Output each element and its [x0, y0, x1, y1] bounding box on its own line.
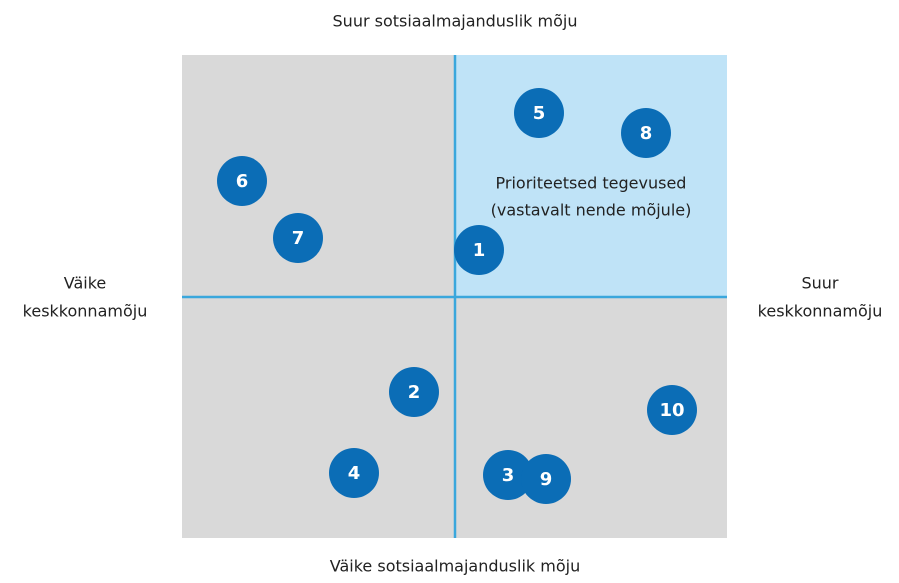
node-circle	[389, 367, 439, 417]
node-label: 5	[533, 103, 546, 124]
axis-label-left: keskkonnamõju	[23, 302, 148, 321]
axis-label-bottom: Väike sotsiaalmajanduslik mõju	[330, 557, 580, 576]
node-circle	[514, 88, 564, 138]
node-circle	[483, 450, 533, 500]
node-label: 9	[540, 469, 553, 490]
node-circle	[217, 156, 267, 206]
axis-label-left: Väike	[64, 274, 107, 293]
quadrant-label: Prioriteetsed tegevused	[496, 174, 687, 193]
nodes: 5 8 6 7 1 2 10 4 3 9	[217, 88, 697, 504]
node-circle	[273, 213, 323, 263]
node-label: 2	[408, 382, 421, 403]
axis-label-right: Suur	[801, 274, 838, 293]
node-circle	[647, 385, 697, 435]
axis-label-top: Suur sotsiaalmajanduslik mõju	[333, 12, 578, 31]
node-circle	[454, 225, 504, 275]
quadrant-label: (vastavalt nende mõjule)	[491, 201, 692, 220]
axis-label-right: keskkonnamõju	[758, 302, 883, 321]
node-label: 1	[473, 240, 486, 261]
node-label: 8	[640, 123, 653, 144]
node-label: 6	[236, 171, 249, 192]
node-circle	[521, 454, 571, 504]
node-label: 7	[292, 228, 305, 249]
node-circle	[621, 108, 671, 158]
node-label: 4	[348, 463, 361, 484]
node-label: 10	[659, 400, 684, 421]
node-circle	[329, 448, 379, 498]
node-label: 3	[502, 465, 515, 486]
